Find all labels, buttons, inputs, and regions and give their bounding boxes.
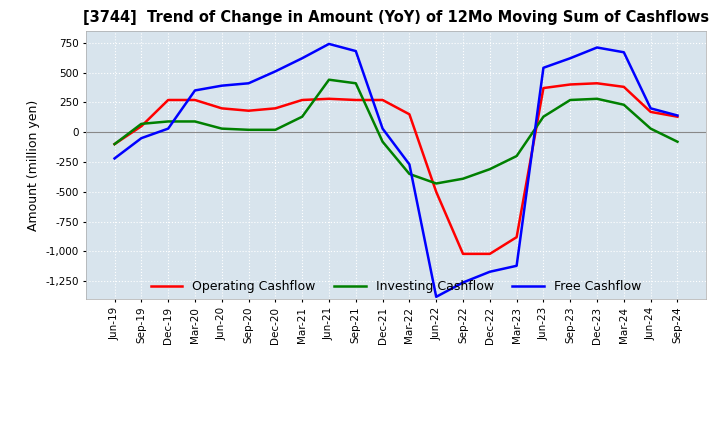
Investing Cashflow <box>325 77 333 82</box>
Investing Cashflow <box>432 181 441 186</box>
Investing Cashflow <box>513 154 521 159</box>
Operating Cashflow <box>593 81 601 86</box>
Free Cashflow <box>164 126 173 131</box>
Investing Cashflow <box>164 119 173 124</box>
Free Cashflow <box>673 113 682 118</box>
Investing Cashflow <box>459 176 467 181</box>
Free Cashflow <box>593 45 601 50</box>
Investing Cashflow <box>378 139 387 144</box>
Operating Cashflow <box>432 189 441 194</box>
Legend: Operating Cashflow, Investing Cashflow, Free Cashflow: Operating Cashflow, Investing Cashflow, … <box>146 275 646 298</box>
Line: Free Cashflow: Free Cashflow <box>114 44 678 297</box>
Free Cashflow <box>566 55 575 61</box>
Free Cashflow <box>459 280 467 285</box>
Operating Cashflow <box>244 108 253 114</box>
Operating Cashflow <box>459 251 467 257</box>
Operating Cashflow <box>378 97 387 103</box>
Free Cashflow <box>110 156 119 161</box>
Operating Cashflow <box>673 114 682 119</box>
Free Cashflow <box>485 269 494 275</box>
Operating Cashflow <box>298 97 307 103</box>
Operating Cashflow <box>217 106 226 111</box>
Investing Cashflow <box>566 97 575 103</box>
Operating Cashflow <box>351 97 360 103</box>
Investing Cashflow <box>485 166 494 172</box>
Line: Investing Cashflow: Investing Cashflow <box>114 80 678 183</box>
Investing Cashflow <box>217 126 226 131</box>
Free Cashflow <box>351 48 360 54</box>
Y-axis label: Amount (million yen): Amount (million yen) <box>27 99 40 231</box>
Free Cashflow <box>513 263 521 268</box>
Investing Cashflow <box>298 114 307 119</box>
Investing Cashflow <box>647 126 655 131</box>
Free Cashflow <box>647 106 655 111</box>
Operating Cashflow <box>647 109 655 114</box>
Investing Cashflow <box>619 102 628 107</box>
Operating Cashflow <box>137 124 145 129</box>
Free Cashflow <box>432 294 441 300</box>
Investing Cashflow <box>593 96 601 102</box>
Investing Cashflow <box>271 127 279 132</box>
Free Cashflow <box>244 81 253 86</box>
Investing Cashflow <box>244 127 253 132</box>
Operating Cashflow <box>619 84 628 89</box>
Operating Cashflow <box>110 142 119 147</box>
Free Cashflow <box>325 41 333 47</box>
Operating Cashflow <box>164 97 173 103</box>
Operating Cashflow <box>405 112 414 117</box>
Investing Cashflow <box>351 81 360 86</box>
Investing Cashflow <box>110 142 119 147</box>
Free Cashflow <box>378 126 387 131</box>
Free Cashflow <box>217 83 226 88</box>
Free Cashflow <box>191 88 199 93</box>
Operating Cashflow <box>566 82 575 87</box>
Free Cashflow <box>271 69 279 74</box>
Investing Cashflow <box>539 114 548 119</box>
Free Cashflow <box>137 136 145 141</box>
Operating Cashflow <box>539 85 548 91</box>
Operating Cashflow <box>271 106 279 111</box>
Free Cashflow <box>298 55 307 61</box>
Operating Cashflow <box>191 97 199 103</box>
Investing Cashflow <box>191 119 199 124</box>
Title: [3744]  Trend of Change in Amount (YoY) of 12Mo Moving Sum of Cashflows: [3744] Trend of Change in Amount (YoY) o… <box>83 11 709 26</box>
Free Cashflow <box>405 162 414 167</box>
Investing Cashflow <box>405 171 414 176</box>
Investing Cashflow <box>137 121 145 126</box>
Operating Cashflow <box>513 235 521 240</box>
Operating Cashflow <box>325 96 333 102</box>
Operating Cashflow <box>485 251 494 257</box>
Line: Operating Cashflow: Operating Cashflow <box>114 83 678 254</box>
Investing Cashflow <box>673 139 682 144</box>
Free Cashflow <box>539 65 548 70</box>
Free Cashflow <box>619 50 628 55</box>
